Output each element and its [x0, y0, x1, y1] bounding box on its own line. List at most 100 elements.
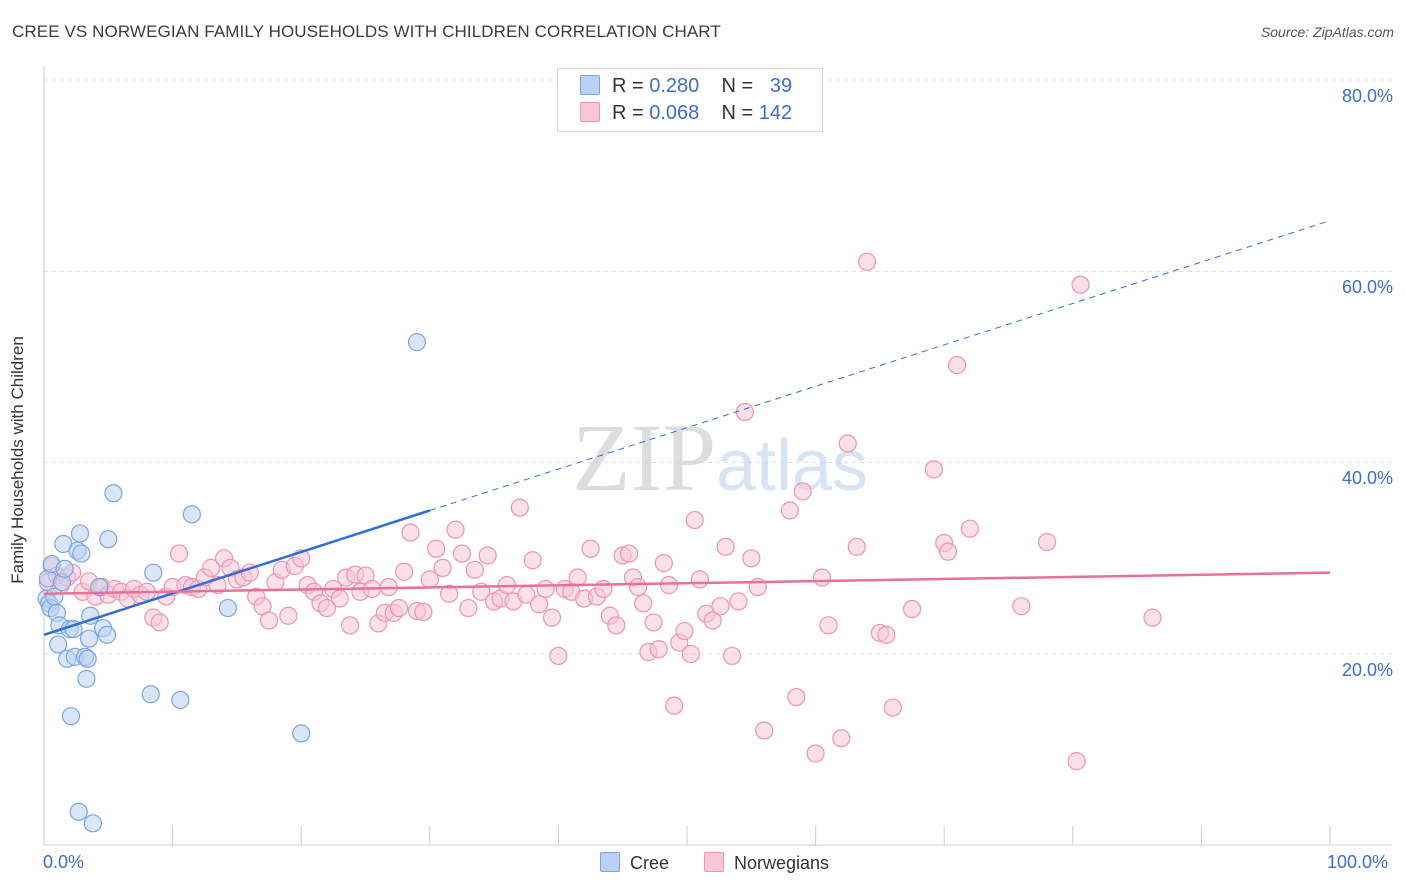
cree-point	[182, 505, 201, 524]
norwegian-point	[819, 616, 838, 635]
norwegian-point	[847, 537, 866, 556]
norwegian-point	[634, 594, 653, 613]
norwegian-point	[960, 519, 980, 538]
norwegian-point	[659, 576, 679, 595]
norwegian-point	[620, 544, 639, 563]
norwegian-point	[793, 482, 812, 501]
norwegian-point	[568, 568, 587, 587]
bottom-legend-norwegians: Norwegians	[704, 852, 829, 874]
cree-point	[79, 629, 99, 648]
cree-trendline-dashed	[429, 220, 1331, 511]
norwegian-point	[681, 644, 700, 664]
norwegian-point	[832, 729, 851, 748]
norwegian-point	[644, 613, 663, 632]
cree-point	[99, 530, 118, 549]
norwegian-point	[414, 602, 433, 622]
norwegian-point	[427, 539, 446, 558]
cree-point	[72, 544, 91, 563]
cree-point	[81, 606, 100, 625]
cree-legend-icon	[600, 852, 620, 872]
cree-point	[69, 802, 88, 821]
norwegian-point	[542, 608, 562, 627]
norwegian-point	[838, 434, 857, 453]
cree-point	[83, 814, 102, 833]
x-tick-label-min: 0.0%	[43, 852, 85, 872]
norwegian-point	[330, 589, 349, 608]
x-tick-label-max: 100.0%	[1327, 852, 1389, 872]
cree-point	[218, 598, 237, 618]
norwegian-point	[581, 539, 600, 558]
norwegian-point	[1012, 597, 1031, 616]
norwegian-point	[703, 611, 722, 630]
y-tick-label-20: 20.0%	[1341, 660, 1393, 680]
cree-point	[61, 707, 81, 726]
norwegian-point	[649, 640, 668, 659]
cree-point	[141, 685, 160, 704]
chart-title: CREE VS NORWEGIAN FAMILY HOUSEHOLDS WITH…	[12, 22, 721, 41]
norwegian-point	[742, 549, 761, 568]
norwegian-point	[924, 460, 944, 479]
norwegian-point	[340, 616, 360, 635]
cree-point	[77, 669, 96, 688]
norwegian-point	[394, 562, 414, 581]
norwegian-point	[812, 568, 832, 587]
cree-point	[90, 577, 109, 597]
norwegian-point	[607, 616, 626, 635]
norwegian-point	[685, 510, 704, 530]
norwegian-point	[722, 646, 742, 666]
norwegian-point	[947, 355, 967, 375]
norwegian-point	[690, 570, 709, 589]
norwegian-point	[654, 554, 673, 573]
source-label: Source: ZipAtlas.com	[1260, 24, 1394, 40]
norwegian-point	[549, 646, 568, 666]
norwegian-point	[735, 402, 754, 422]
norwegian-point	[530, 595, 549, 614]
norwegian-point	[439, 584, 459, 603]
norwegian-point	[729, 592, 748, 611]
norwegian-point	[446, 520, 465, 539]
y-tick-label-60: 60.0%	[1341, 277, 1393, 297]
watermark-text: ZIPatlas	[572, 404, 868, 511]
norwegian-point	[452, 544, 472, 563]
norwegian-point	[478, 546, 497, 565]
norwegian-point	[433, 558, 452, 578]
cree-point	[171, 690, 190, 710]
cree-trendline-solid	[43, 509, 431, 637]
norwegian-point	[877, 625, 896, 644]
correlation-legend: R = 0.280 N = 39 R = 0.068 N = 142	[557, 68, 823, 132]
cree-point	[78, 649, 97, 668]
norwegian-point	[1071, 275, 1090, 294]
norwegian-point	[401, 523, 420, 542]
norwegian-point	[169, 544, 189, 563]
norwegian-point	[317, 598, 337, 618]
norwegian-point	[259, 611, 279, 630]
norwegian-point	[629, 577, 648, 597]
cree-point	[55, 559, 74, 578]
legend-row-cree: R = 0.280 N = 39	[580, 75, 792, 99]
cree-point	[97, 625, 117, 644]
norwegian-point	[883, 698, 902, 717]
norwegian-point	[675, 621, 694, 641]
bottom-legend-cree: Cree	[600, 852, 669, 874]
norwegian-point	[938, 542, 958, 561]
norwegian-point	[716, 537, 735, 556]
norwegian-point	[1143, 608, 1162, 627]
norwegian-point	[902, 599, 922, 619]
norwegian-point	[665, 696, 684, 715]
norwegian-point	[459, 598, 478, 618]
norwegian-point	[523, 551, 542, 570]
norwegian-point	[1037, 532, 1057, 552]
legend-row-norwegians: R = 0.068 N = 142	[580, 102, 792, 126]
norwegian-point	[465, 560, 484, 579]
norwegian-point	[780, 501, 799, 520]
norwegian-point	[1067, 752, 1086, 771]
norwegian-point	[536, 579, 555, 599]
norwegians-legend-icon	[704, 852, 724, 872]
norwegian-point	[711, 597, 730, 616]
norwegian-point	[279, 606, 298, 625]
norwegians-trendline-solid	[43, 571, 1331, 595]
cree-point	[49, 635, 68, 654]
norwegian-point	[510, 498, 529, 517]
cree-swatch-icon	[580, 75, 600, 95]
